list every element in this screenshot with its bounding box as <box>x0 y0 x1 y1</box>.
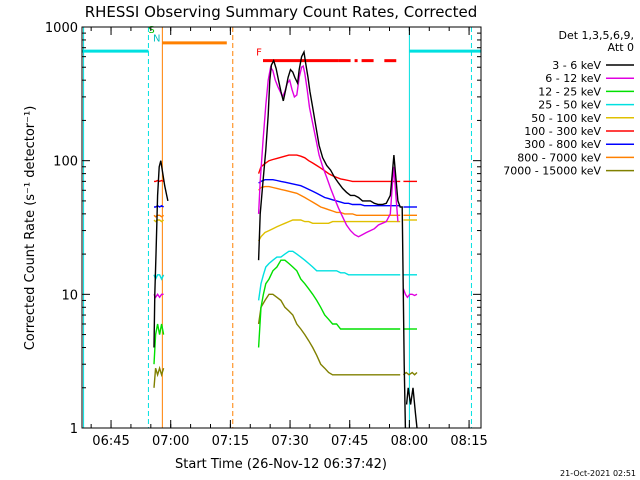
legend-label: 12 - 25 keV <box>538 85 601 98</box>
series-line <box>258 179 401 207</box>
plot-area: SN F <box>82 25 481 429</box>
y-tick-label: 10 <box>61 288 78 303</box>
series-line <box>257 293 401 376</box>
flag-marker: N <box>153 33 160 44</box>
chart-title: RHESSI Observing Summary Count Rates, Co… <box>85 3 478 21</box>
series-line <box>257 250 401 301</box>
series-line <box>402 371 418 376</box>
series-line <box>154 204 164 208</box>
y-tick-label: 1000 <box>45 21 78 36</box>
series-line <box>153 160 169 348</box>
series-line <box>257 154 401 183</box>
x-tick-label: 07:15 <box>212 434 249 449</box>
x-tick-label: 08:00 <box>391 434 428 449</box>
plot-frame <box>81 26 482 429</box>
footer-timestamp: 21-Oct-2021 02:51 <box>560 469 636 478</box>
x-tick-label: 07:00 <box>152 434 189 449</box>
legend-header: Att 0 <box>608 41 634 54</box>
flag-marker: F <box>256 48 262 59</box>
y-axis-label: Corrected Count Rate (s⁻¹ detector⁻¹) <box>23 106 38 351</box>
x-tick-label: 07:30 <box>271 434 308 449</box>
legend-label: 7000 - 15000 keV <box>503 165 601 178</box>
axes: 06:45 07:00 07:15 07:30 07:45 08:00 08:15 1 10 10… <box>45 21 488 449</box>
series-line <box>153 365 165 388</box>
x-tick-label: 07:45 <box>331 434 368 449</box>
series-line <box>257 219 401 242</box>
legend-label: 800 - 7000 keV <box>517 151 601 164</box>
x-axis-label: Start Time (26-Nov-12 06:37:42) <box>175 457 387 472</box>
legend-label: 25 - 50 keV <box>538 99 601 112</box>
series-line <box>402 288 418 299</box>
legend-label: 50 - 100 keV <box>531 112 601 125</box>
series-line <box>257 259 401 348</box>
legend-label: 300 - 800 keV <box>524 138 601 151</box>
series-line <box>258 185 401 216</box>
x-tick-label: 06:45 <box>92 434 129 449</box>
flag-marker: S <box>148 25 154 36</box>
series-line <box>153 219 165 223</box>
legend-label: 6 - 12 keV <box>545 72 601 85</box>
series-line <box>257 49 407 429</box>
series-line <box>405 387 418 429</box>
series-line <box>153 214 165 218</box>
series-line <box>257 64 399 238</box>
legend-header: Det 1,3,5,6,9, <box>558 29 634 42</box>
x-tick-label: 08:15 <box>450 434 487 449</box>
legend-label: 3 - 6 keV <box>552 59 601 72</box>
y-tick-label: 1 <box>70 422 78 437</box>
y-tick-label: 100 <box>53 155 78 170</box>
series-line <box>153 323 165 365</box>
legend-label: 100 - 300 keV <box>524 125 601 138</box>
